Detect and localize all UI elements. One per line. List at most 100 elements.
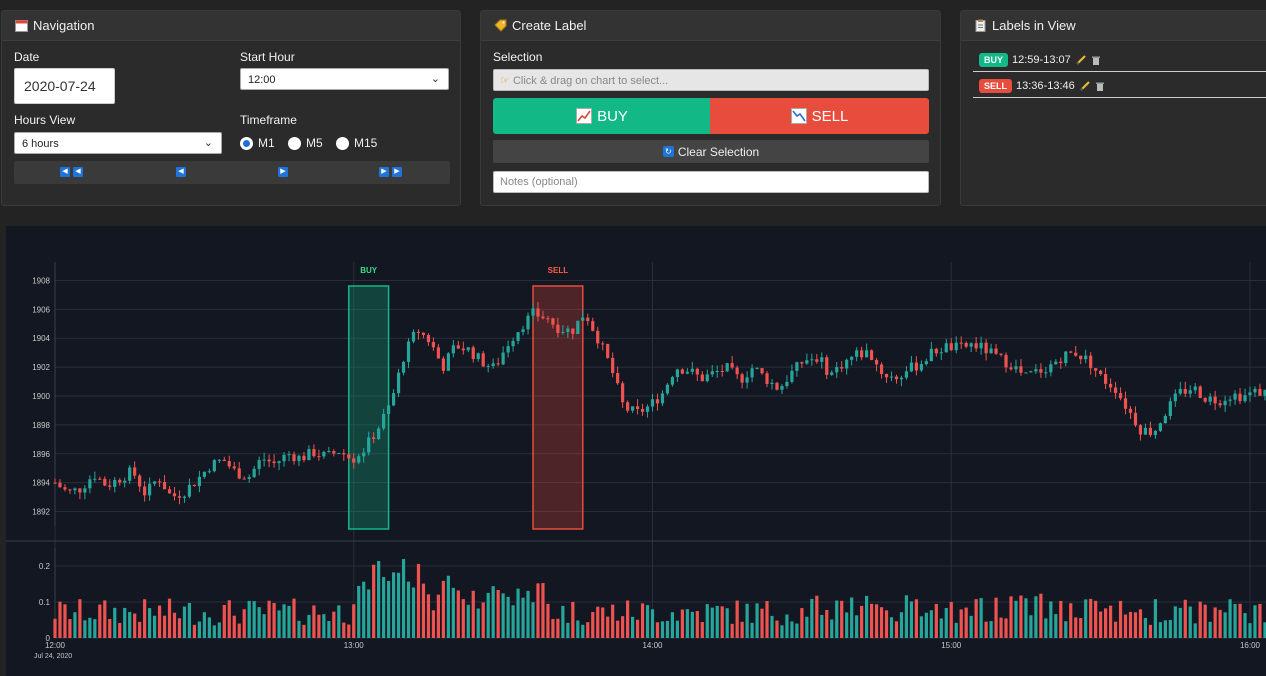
candle-body: [377, 428, 381, 439]
candle-body: [63, 487, 67, 490]
volume-bar: [596, 606, 600, 638]
volume-bar: [1024, 598, 1028, 638]
volume-bar: [581, 624, 585, 638]
volume-bar: [591, 612, 595, 638]
timeframe-m15-radio[interactable]: M15: [336, 136, 377, 150]
trash-icon[interactable]: [1091, 55, 1101, 65]
volume-bar: [586, 622, 590, 638]
candle-body: [1218, 403, 1222, 406]
forward-far-button[interactable]: ▶: [379, 167, 389, 177]
candle-body: [237, 468, 241, 479]
notes-input[interactable]: Notes (optional): [493, 171, 929, 193]
volume-bar: [765, 601, 769, 638]
candle-body: [1039, 369, 1043, 373]
volume-bar: [964, 607, 968, 638]
forward-button[interactable]: ▶: [278, 167, 288, 177]
volume-bar: [1248, 623, 1252, 638]
selection-input[interactable]: ☞ Click & drag on chart to select...: [493, 69, 929, 91]
volume-bar: [511, 605, 515, 638]
volume-bar: [546, 603, 550, 638]
volume-bar: [601, 607, 605, 638]
volume-bar: [999, 617, 1003, 638]
volume-bar: [337, 605, 341, 638]
start-hour-select[interactable]: 12:00 ⌄: [240, 68, 449, 90]
volume-bar: [536, 583, 540, 638]
candle-body: [247, 477, 251, 479]
label-item[interactable]: SELL 13:36-13:46: [973, 74, 1266, 98]
candle-body: [650, 399, 655, 407]
candle-body: [1208, 396, 1212, 402]
volume-bar: [810, 598, 814, 638]
volume-bar: [491, 586, 495, 638]
volume-bar: [919, 616, 923, 638]
price-chart[interactable]: BUY SELL 1892 1894 1896 1898 1900 1902 1904 1906…: [6, 226, 1266, 676]
rewind-button[interactable]: ◀: [176, 167, 186, 177]
volume-bar: [984, 621, 988, 638]
pencil-icon[interactable]: [1076, 54, 1086, 65]
candle-body: [511, 340, 515, 347]
trash-icon[interactable]: [1095, 81, 1105, 91]
candle-body: [1233, 393, 1237, 400]
candle-body: [1069, 351, 1073, 353]
candle-body: [182, 496, 187, 498]
candle-body: [1173, 393, 1177, 402]
label-range: 12:59-13:07: [1012, 53, 1071, 66]
candle-body: [242, 478, 246, 480]
timeframe-m5-radio[interactable]: M5: [288, 136, 323, 150]
candle-body: [611, 357, 615, 374]
volume-bar: [267, 600, 271, 638]
rewind-far-button-2[interactable]: ◀: [73, 167, 83, 177]
volume-bar: [959, 609, 963, 638]
candle-body: [919, 364, 923, 371]
volume-bar: [1019, 595, 1023, 638]
volume-bar: [1104, 608, 1108, 638]
candle-body: [1074, 352, 1078, 356]
volume-bar: [1133, 612, 1138, 638]
candle-body: [78, 488, 82, 493]
label-item[interactable]: BUY 12:59-13:07: [973, 48, 1266, 72]
forward-far-button-2[interactable]: ▶: [392, 167, 402, 177]
volume-bar: [113, 607, 117, 638]
create-label-header: Create Label: [481, 11, 940, 41]
clear-selection-button[interactable]: ↻ Clear Selection: [493, 140, 929, 163]
volume-bar: [222, 604, 226, 638]
rewind-far-button[interactable]: ◀: [60, 167, 70, 177]
candle-body: [889, 376, 894, 378]
sell-button[interactable]: SELL: [710, 98, 929, 134]
price-tick-label: 1900: [32, 392, 50, 401]
candle-body: [730, 363, 734, 368]
pencil-icon[interactable]: [1080, 80, 1090, 91]
volume-bar: [924, 612, 928, 638]
volume-bar: [695, 611, 699, 638]
candlestick-series: [53, 301, 1266, 505]
candle-body: [795, 362, 799, 371]
hours-view-value: 6 hours: [22, 138, 59, 150]
buy-button[interactable]: BUY: [493, 98, 711, 134]
chart-canvas[interactable]: BUY SELL 1892 1894 1896 1898 1900 1902 1904 1906…: [6, 226, 1266, 676]
hours-view-select[interactable]: 6 hours ⌄: [14, 132, 222, 154]
date-label: Date: [14, 50, 40, 64]
volume-bar: [133, 613, 137, 638]
candle-body: [58, 482, 62, 488]
volume-bar: [73, 612, 77, 638]
candle-body: [232, 466, 236, 469]
candle-body: [506, 346, 510, 353]
volume-bar: [217, 622, 221, 638]
candle-body: [621, 383, 625, 403]
sell-badge: SELL: [979, 78, 1013, 93]
volume-bar: [1198, 601, 1202, 638]
volume-bar: [650, 609, 655, 638]
candle-body: [342, 453, 346, 455]
volume-bar: [1203, 604, 1207, 638]
candle-body: [879, 364, 884, 374]
volume-bar: [187, 602, 192, 638]
candle-body: [999, 353, 1003, 355]
candle-body: [1238, 393, 1242, 402]
timeframe-m1-radio[interactable]: M1: [240, 136, 275, 150]
volume-bar: [820, 614, 824, 638]
date-input[interactable]: 2020-07-24: [14, 68, 115, 104]
candle-body: [217, 459, 221, 461]
volume-bar: [347, 624, 351, 638]
candle-body: [695, 368, 699, 375]
volume-bar: [611, 604, 615, 638]
